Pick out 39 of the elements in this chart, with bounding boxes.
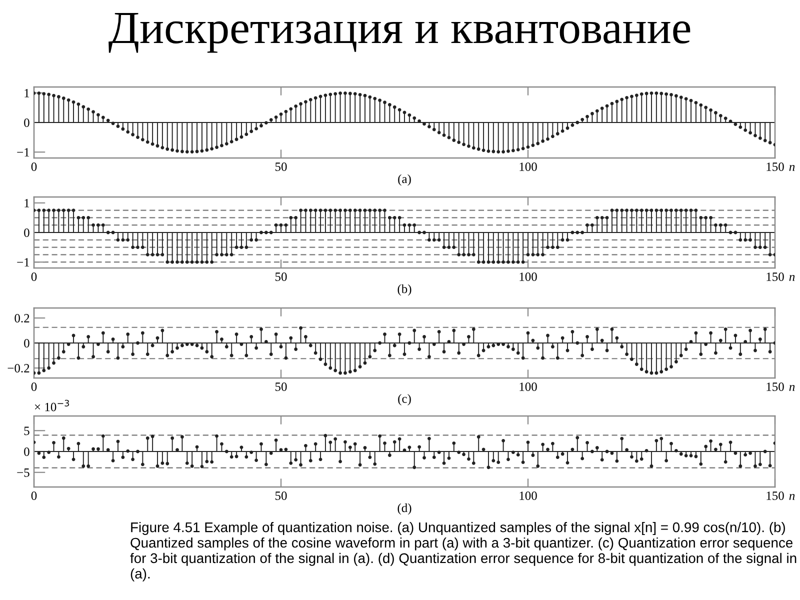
x-tick-label: 0 <box>31 162 37 171</box>
y-tick-label: 5 <box>24 426 30 436</box>
x-tick-label: 150 <box>766 382 784 391</box>
y-tick-label: 0 <box>24 448 30 456</box>
caption: Figure 4.51 Example of quantization noise. (a) Unquantized samples of the signal x[n] = 0.99 cos(n/10). (b) Quantized samples of the cosine waveform in part (a) with a 3-bit quantizer. (c) Quantization error sequence for 3-bit quantization of the signal in (a). (d) Quantization error sequence for 8-bit quantization of the signal in (a). <box>130 522 796 582</box>
x-tick-label: 50 <box>275 382 287 391</box>
x-axis-title: n <box>789 164 795 171</box>
x-tick-label: 0 <box>31 272 37 281</box>
x-tick-label: 150 <box>766 162 784 171</box>
text: × 10$^{−3}$ <box>34 400 69 412</box>
x-tick-label: 100 <box>520 492 537 500</box>
x-axis-title: n <box>789 274 795 281</box>
text: (d) <box>398 503 412 515</box>
y-tick-label: 1 <box>24 89 30 98</box>
x-tick-label: 50 <box>275 492 287 500</box>
y-tick-label: 0 <box>24 228 30 237</box>
text: (c) <box>398 394 411 406</box>
y-tick-label: −0.2 <box>8 364 30 373</box>
text: (b) <box>398 284 412 296</box>
y-tick-label: −1 <box>17 148 30 156</box>
x-tick-label: 50 <box>275 162 287 171</box>
x-tick-label: 100 <box>520 382 537 391</box>
y-tick-label: 0 <box>24 118 30 127</box>
x-tick-label: 100 <box>520 162 537 171</box>
text: (a) <box>398 174 411 186</box>
x-axis-title: n <box>789 494 795 500</box>
y-tick-label: 0.2 <box>14 314 30 323</box>
x-tick-label: 100 <box>520 272 537 281</box>
x-tick-label: 150 <box>766 272 784 281</box>
x-tick-label: 150 <box>766 492 784 500</box>
x-tick-label: 0 <box>31 382 37 391</box>
x-axis-title: n <box>789 384 795 391</box>
y-tick-label: −1 <box>17 258 30 266</box>
y-tick-label: 0 <box>24 339 30 348</box>
text: Дискретизация и квантование <box>108 13 690 53</box>
x-tick-label: 50 <box>275 272 287 281</box>
y-tick-label: 1 <box>24 199 30 208</box>
x-tick-label: 0 <box>31 492 37 500</box>
y-tick-label: −5 <box>17 468 30 477</box>
